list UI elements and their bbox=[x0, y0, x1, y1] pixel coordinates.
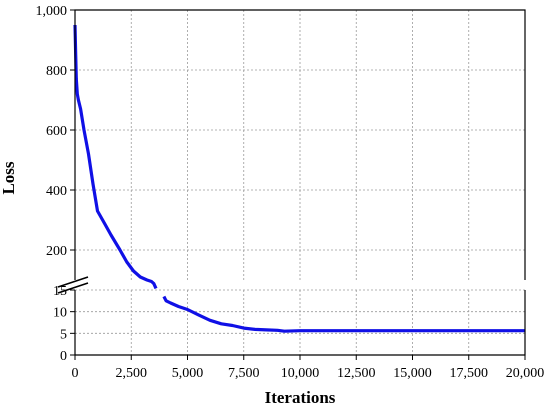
y-tick-label-lower: 0 bbox=[60, 349, 67, 364]
upper-panel-frame bbox=[74, 9, 526, 280]
plot-frame bbox=[57, 9, 526, 356]
loss-line-lower bbox=[162, 295, 525, 333]
x-tick-label: 2,500 bbox=[116, 366, 148, 381]
x-axis-label: Iterations bbox=[265, 388, 336, 407]
axis-break-line bbox=[57, 276, 89, 288]
x-tick-label: 5,000 bbox=[172, 366, 204, 381]
x-tick-label: 7,500 bbox=[228, 366, 260, 381]
y-tick-label-lower: 10 bbox=[53, 306, 67, 321]
y-tick-label-upper: 600 bbox=[46, 124, 67, 139]
x-tick-label: 12,500 bbox=[337, 366, 376, 381]
x-tick-label: 0 bbox=[72, 366, 79, 381]
axis-break-line bbox=[57, 282, 89, 294]
x-tick-label: 15,000 bbox=[393, 366, 432, 381]
y-tick-label-lower: 5 bbox=[60, 327, 67, 342]
grid-lines bbox=[75, 9, 526, 355]
x-tick-label: 20,000 bbox=[506, 366, 545, 381]
x-tick-label: 17,500 bbox=[450, 366, 489, 381]
loss-line-upper bbox=[73, 24, 158, 290]
axis-break-mark bbox=[57, 276, 89, 294]
y-axis-label: Loss bbox=[0, 161, 18, 194]
y-tick-label-upper: 800 bbox=[46, 64, 67, 79]
x-tick-label: 10,000 bbox=[281, 366, 320, 381]
y-tick-label-upper: 1,000 bbox=[36, 4, 68, 19]
axes: 0 2,500 5,000 7,500 10,000 12,500 15,000 17,500… bbox=[36, 4, 545, 381]
y-tick-label-upper: 400 bbox=[46, 184, 67, 199]
loss-series bbox=[73, 24, 525, 333]
y-tick-label-lower: 15 bbox=[53, 284, 67, 299]
y-tick-label-upper: 200 bbox=[46, 244, 67, 259]
